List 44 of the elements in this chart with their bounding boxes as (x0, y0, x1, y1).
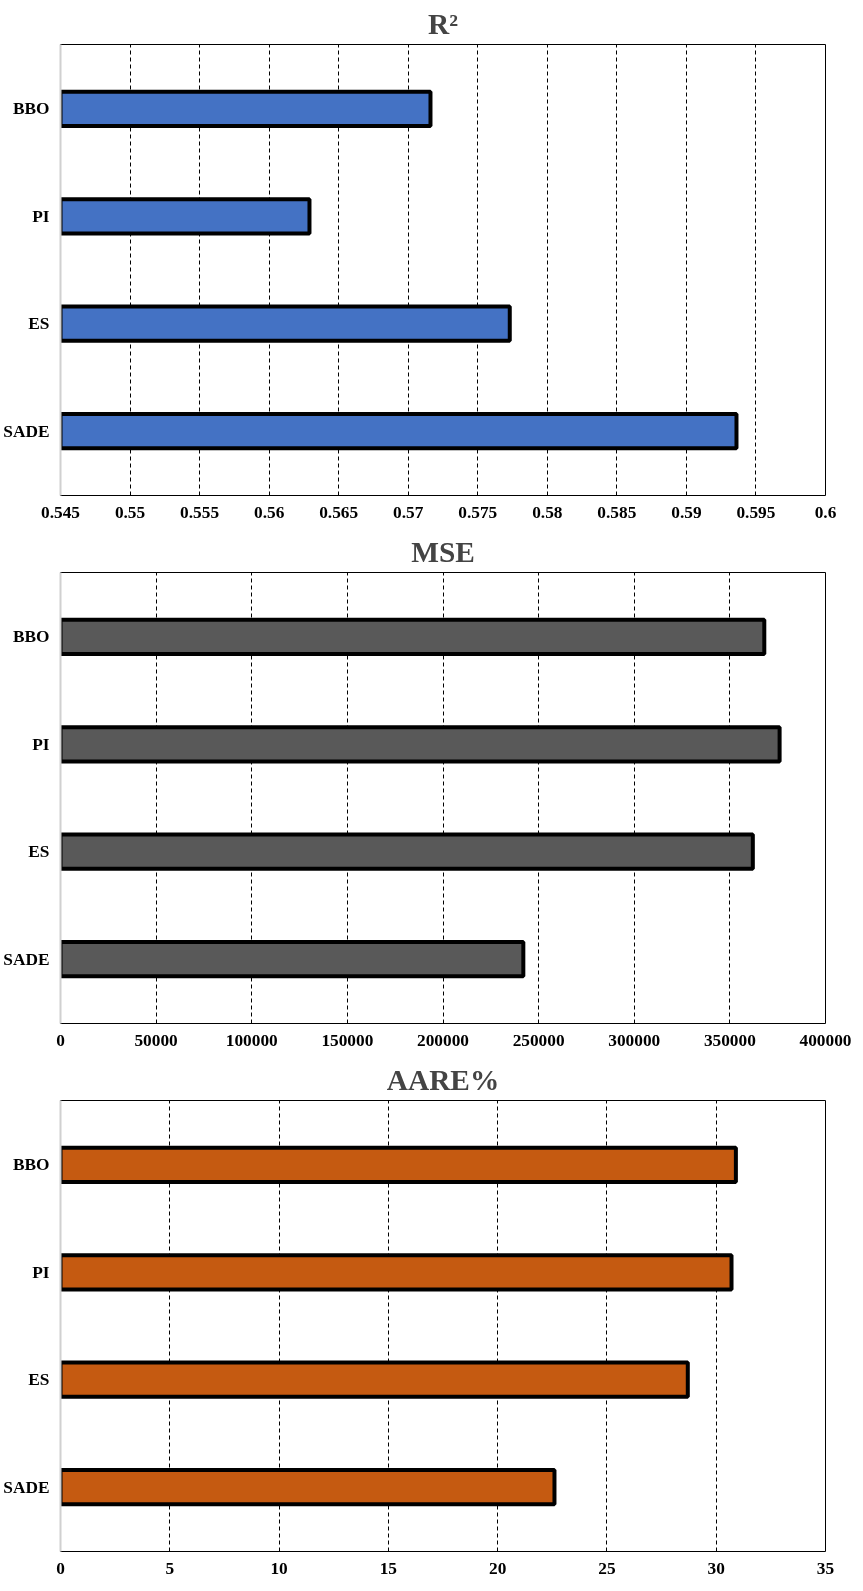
y-tick-label: ES (28, 1370, 50, 1390)
y-tick-label: PI (32, 206, 50, 226)
x-tick-label: 0.545 (41, 502, 81, 522)
x-tick-label: 0 (56, 1030, 65, 1050)
chart-title: MSE (411, 535, 475, 568)
x-tick-label: 0.55 (114, 502, 146, 522)
y-tick-label: SADE (3, 1477, 50, 1497)
x-tick-label: 200000 (417, 1030, 469, 1050)
chart-title: R² (428, 7, 459, 40)
x-tick-label: 250000 (512, 1030, 565, 1050)
y-tick-label: BBO (12, 627, 50, 647)
y-tick-label: PI (32, 734, 50, 754)
x-tick-label: 0.555 (180, 502, 220, 522)
x-tick-label: 0.58 (532, 502, 563, 522)
y-tick-label: ES (28, 842, 50, 862)
x-tick-label: 150000 (321, 1030, 374, 1050)
x-tick-label: 400000 (799, 1030, 852, 1050)
x-tick-label: 0.575 (458, 502, 498, 522)
y-tick-label: BBO (12, 1155, 50, 1175)
x-tick-label: 0.565 (319, 502, 359, 522)
x-tick-label: 0.6 (814, 502, 837, 522)
x-tick-label: 10 (270, 1558, 288, 1578)
x-tick-label: 20 (488, 1558, 507, 1578)
y-tick-label: BBO (12, 99, 50, 119)
x-tick-label: 100000 (225, 1030, 278, 1050)
x-tick-label: 30 (707, 1558, 725, 1578)
x-tick-label: 300000 (608, 1030, 661, 1050)
x-tick-label: 0 (56, 1558, 65, 1578)
x-tick-label: 35 (816, 1558, 835, 1578)
x-tick-label: 0.56 (253, 502, 285, 522)
y-tick-label: PI (32, 1262, 50, 1282)
chart-title: AARE% (386, 1063, 500, 1096)
x-tick-label: 5 (165, 1558, 175, 1578)
y-tick-label: SADE (3, 421, 50, 441)
x-tick-label: 0.595 (736, 502, 776, 522)
x-tick-label: 50000 (134, 1030, 178, 1050)
x-tick-label: 0.57 (393, 502, 424, 522)
y-tick-label: SADE (3, 949, 50, 969)
x-tick-label: 0.585 (597, 502, 637, 522)
x-tick-label: 350000 (703, 1030, 756, 1050)
x-tick-label: 15 (379, 1558, 398, 1578)
x-tick-label: 25 (598, 1558, 616, 1578)
y-tick-label: ES (28, 314, 50, 334)
x-tick-label: 0.59 (671, 502, 702, 522)
